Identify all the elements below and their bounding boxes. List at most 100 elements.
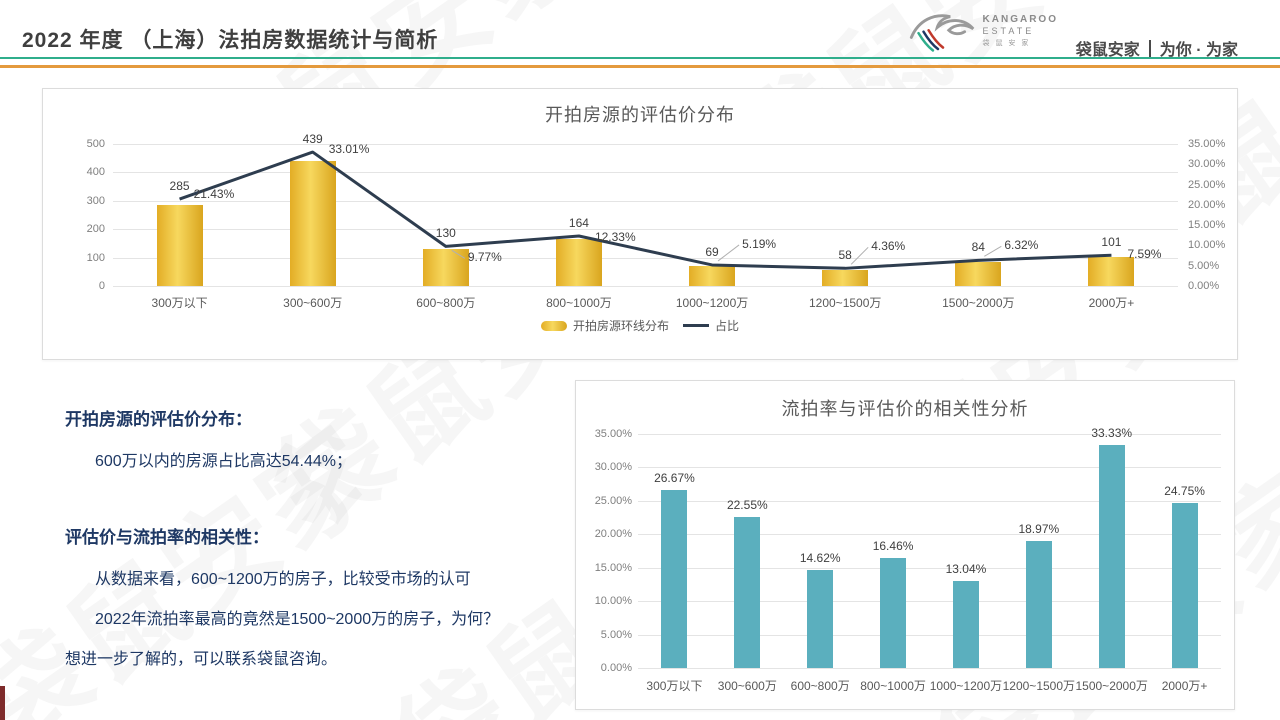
x-axis-category-label: 1500~2000万 — [942, 296, 1015, 310]
line-percent-label: 5.19% — [742, 236, 777, 251]
analysis-heading-correlation: 评估价与流拍率的相关性： — [65, 528, 269, 547]
gridline — [113, 229, 1178, 231]
y-axis-tick: 30.00% — [594, 461, 632, 474]
tagline-separator — [1148, 39, 1151, 57]
gridline — [638, 500, 1221, 502]
x-axis-category-label: 1000~1200万 — [675, 296, 749, 310]
gridline — [638, 668, 1221, 669]
header-rule-green — [0, 57, 1280, 59]
y-axis-tick-right: 35.00% — [1188, 138, 1226, 150]
analysis-line-highest: 2022年流拍率最高的竟然是1500~2000万的房子，为何？ — [95, 611, 500, 628]
chart1-legend: 开拍房源环线分布 占比 — [43, 317, 1237, 334]
x-axis-category-label: 2000万+ — [1161, 679, 1208, 693]
line-percent-label: 21.43% — [193, 187, 235, 202]
x-axis-category-label: 300~600万 — [717, 679, 777, 693]
bar — [1025, 541, 1052, 668]
bar-value-label: 69 — [705, 244, 719, 259]
line-percent-label: 9.77% — [467, 250, 502, 265]
analysis-line-market: 从数据来看，600~1200万的房子，比较受市场的认可 — [95, 571, 471, 588]
y-axis-tick-left: 100 — [86, 251, 105, 264]
x-axis-category-label: 800~1000万 — [860, 679, 926, 693]
bar — [734, 517, 761, 668]
legend-line-label: 占比 — [715, 319, 740, 333]
chart2-plot-area: 35.00% 30.00% 25.00% 20.00% 15.00% 10.00% 5.00… — [576, 381, 1234, 709]
x-axis-category-label: 800~1000万 — [546, 296, 612, 310]
brand-wordmark: KANGAROO ESTATE 袋 鼠 安 家 — [983, 14, 1058, 48]
bar-value-label: 58 — [838, 248, 852, 263]
bar-value-label: 130 — [435, 226, 456, 241]
chart2-title: 流拍率与评估价的相关性分析 — [781, 399, 1029, 419]
brand-tagline-right: 为你 · 为家 — [1159, 42, 1238, 59]
line-percent-label: 4.36% — [871, 239, 906, 254]
y-axis-tick-left: 400 — [86, 166, 105, 179]
analysis-heading-distribution: 开拍房源的评估价分布： — [65, 410, 252, 429]
chart1-title: 开拍房源的评估价分布 — [545, 105, 735, 125]
bar — [880, 557, 907, 668]
y-axis-tick: 10.00% — [594, 595, 632, 608]
x-axis-category-label: 300万以下 — [151, 296, 208, 310]
bar-value-label: 285 — [169, 179, 190, 194]
bar-value-label: 33.33% — [1091, 426, 1133, 441]
bar-value-label: 164 — [568, 215, 589, 230]
brand-cn-name: 袋 鼠 安 家 — [982, 40, 1031, 47]
y-axis-tick-left: 300 — [86, 194, 105, 207]
legend-bar-swatch — [540, 320, 567, 331]
bar-value-label: 22.55% — [726, 498, 768, 513]
y-axis-tick-left: 500 — [86, 138, 105, 150]
gridline — [638, 601, 1221, 603]
y-axis-tick-right: 20.00% — [1188, 198, 1226, 211]
brand-name: KANGAROO — [982, 14, 1058, 25]
analysis-line-under600: 600万以内的房源占比高达54.44%； — [95, 453, 352, 470]
y-axis-tick: 0.00% — [600, 662, 632, 674]
y-axis-tick-right: 25.00% — [1188, 178, 1226, 191]
kangaroo-logo-icon — [907, 6, 979, 56]
legend-bar-label: 开拍房源环线分布 — [572, 319, 669, 333]
bar — [689, 266, 736, 286]
bar — [156, 205, 203, 286]
y-axis-tick: 35.00% — [594, 428, 632, 440]
y-axis-tick-left: 0 — [98, 280, 105, 292]
y-axis-tick-right: 30.00% — [1188, 158, 1226, 171]
bar-value-label: 24.75% — [1164, 483, 1205, 498]
gridline — [113, 144, 1178, 145]
bar-value-label: 14.62% — [799, 551, 841, 566]
chart1-plot-area: 500 400 300 200 100 0 35.00% 30.00% 25.00% 20.00%… — [43, 89, 1237, 359]
legend-line-swatch — [683, 324, 709, 327]
y-axis-tick-right: 0.00% — [1188, 280, 1220, 292]
gridline — [638, 467, 1221, 469]
y-axis-tick: 25.00% — [594, 494, 632, 507]
legend-item-bar-series: 开拍房源环线分布 — [540, 317, 669, 334]
x-axis-category-label: 1500~2000万 — [1075, 679, 1148, 693]
gridline — [638, 567, 1221, 569]
gridline — [638, 534, 1221, 536]
chart-assessed-price-distribution: 开拍房源的评估价分布 500 400 300 200 100 0 35.00% 30.00% 2… — [42, 88, 1238, 360]
bar-value-label: 101 — [1101, 235, 1122, 250]
y-axis-tick-right: 15.00% — [1188, 219, 1226, 232]
y-axis-tick-right: 10.00% — [1188, 239, 1226, 252]
bar — [822, 269, 869, 286]
page-title: 2022 年度 （上海）法拍房数据统计与简析 — [22, 29, 439, 52]
line-percent-label: 7.59% — [1127, 247, 1162, 262]
bar — [661, 489, 688, 668]
legend-item-line-series: 占比 — [683, 317, 739, 334]
gridline — [113, 257, 1178, 259]
gridline — [113, 200, 1178, 202]
gridline — [113, 286, 1178, 287]
bar-value-label: 13.04% — [945, 561, 987, 576]
x-axis-category-label: 1200~1500万 — [1002, 679, 1076, 693]
y-axis-tick: 15.00% — [594, 561, 632, 574]
header-rule-orange — [0, 65, 1280, 68]
gridline — [638, 634, 1221, 636]
gridline — [638, 434, 1221, 435]
bar-value-label: 439 — [302, 132, 323, 147]
brand-tagline: 袋鼠安家 为你 · 为家 — [1076, 36, 1238, 60]
bar — [807, 570, 834, 668]
x-axis-category-label: 300万以下 — [646, 679, 703, 693]
bar — [1088, 257, 1135, 286]
x-axis-category-label: 1000~1200万 — [929, 679, 1003, 693]
y-axis-tick: 20.00% — [594, 528, 632, 541]
x-axis-category-label: 600~800万 — [790, 679, 850, 693]
line-percent-label: 6.32% — [1004, 238, 1039, 253]
x-axis-category-label: 600~800万 — [416, 296, 476, 310]
bar — [1171, 502, 1198, 668]
